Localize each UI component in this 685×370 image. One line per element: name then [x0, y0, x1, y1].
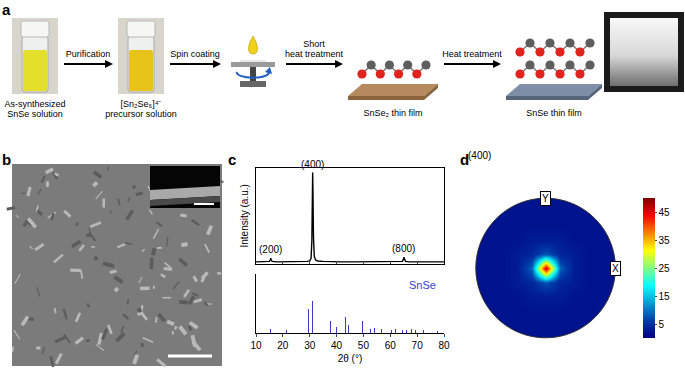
- svg-text:Purification: Purification: [66, 49, 111, 59]
- svg-text:Shortheat treatment: Shortheat treatment: [285, 39, 344, 59]
- svg-text:40: 40: [331, 340, 343, 351]
- svg-text:[Sn₂Se₆]⁴⁻precursor solution: [Sn₂Se₆]⁴⁻precursor solution: [105, 99, 177, 119]
- svg-text:(400): (400): [301, 159, 324, 170]
- svg-text:70: 70: [412, 340, 424, 351]
- svg-text:Intensity (a.u.): Intensity (a.u.): [239, 184, 250, 247]
- svg-text:45: 45: [659, 207, 671, 218]
- svg-text:SnSe₂ thin film: SnSe₂ thin film: [363, 108, 422, 118]
- svg-text:(400): (400): [468, 150, 491, 161]
- html-text:a: a: [2, 1, 11, 18]
- svg-text:35: 35: [659, 235, 671, 246]
- svg-text:Y: Y: [542, 193, 549, 204]
- svg-text:(200): (200): [259, 244, 282, 255]
- html-text:c: c: [228, 151, 237, 168]
- svg-text:25: 25: [659, 263, 671, 274]
- html-text:b: b: [2, 151, 12, 168]
- svg-text:SnSe thin film: SnSe thin film: [526, 108, 582, 118]
- svg-text:SnSe: SnSe: [409, 279, 436, 291]
- svg-text:As-synthesizedSnSe solution: As-synthesizedSnSe solution: [4, 99, 65, 119]
- svg-text:60: 60: [385, 340, 397, 351]
- html-text:d: d: [460, 151, 470, 168]
- svg-text:80: 80: [438, 340, 450, 351]
- svg-text:20: 20: [277, 340, 289, 351]
- svg-text:10: 10: [250, 340, 262, 351]
- svg-text:X: X: [612, 263, 619, 274]
- svg-text:5: 5: [659, 319, 665, 330]
- svg-text:Spin coating: Spin coating: [170, 49, 220, 59]
- svg-text:Heat treatment: Heat treatment: [442, 49, 502, 59]
- svg-text:30: 30: [304, 340, 316, 351]
- svg-text:15: 15: [659, 291, 671, 302]
- svg-text:50: 50: [358, 340, 370, 351]
- svg-text:2θ (°): 2θ (°): [338, 353, 363, 364]
- svg-text:(800): (800): [392, 243, 415, 254]
